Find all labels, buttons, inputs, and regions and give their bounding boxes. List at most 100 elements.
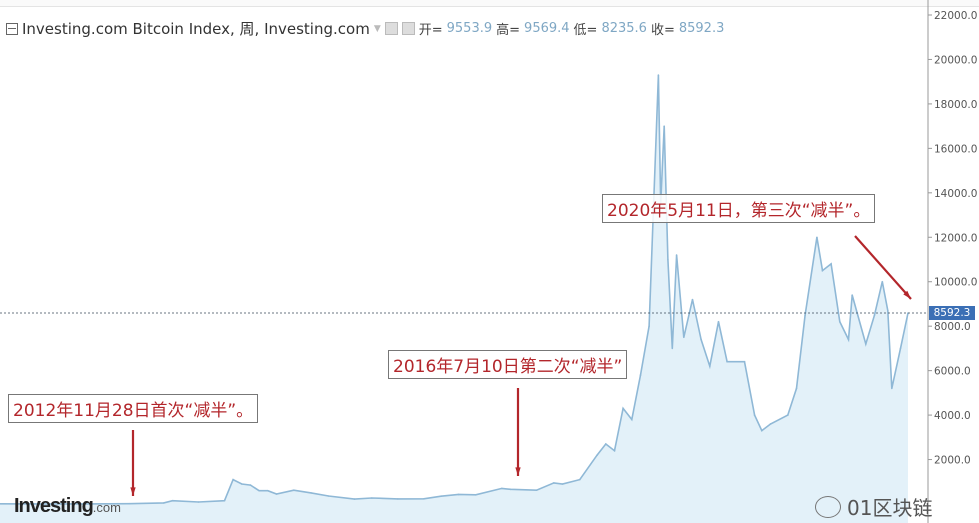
open-value: 9553.9 [446,21,493,36]
y-tick-label: 20000.0 [934,54,977,66]
data-point [293,489,295,492]
data-point [769,423,772,425]
data-point [579,478,581,481]
data-point [171,499,174,502]
data-point [761,429,763,432]
data-point [753,414,756,416]
close-label: 收= [650,23,675,38]
close-icon[interactable] [401,22,415,35]
low-label: 低= [573,23,598,38]
data-point [475,493,477,496]
data-point [657,74,660,76]
dropdown-icon[interactable]: ▼ [373,23,381,34]
data-point [709,365,711,367]
logo-suffix: .com [92,500,121,515]
data-point [648,325,650,327]
data-point [631,418,633,421]
data-point [663,125,665,127]
data-point [851,294,853,296]
data-point [197,501,200,503]
low-value: 8235.6 [601,21,647,36]
data-point [249,484,252,486]
y-tick-label: 16000.0 [934,143,977,155]
data-point [509,488,512,491]
data-point [310,492,312,494]
y-tick-label: 14000.0 [934,188,977,200]
data-point [397,498,399,500]
data-point [839,320,841,323]
annotation-third-halving: 2020年5月11日，第三次“减半”。 [602,194,876,223]
data-point [804,314,806,316]
current-price-label: 8592.3 [929,306,975,320]
investing-logo: Investing.com [14,495,121,518]
chart-header: Investing.com Bitcoin Index, 周, Investin… [6,18,724,39]
data-point [553,482,555,484]
data-point [85,503,87,505]
data-point [535,489,538,492]
data-point [622,407,624,410]
watermark-text: 01区块链 [847,496,933,520]
data-point [353,498,356,500]
data-point [691,298,694,301]
data-point [457,493,460,496]
close-value: 8592.3 [678,21,725,36]
data-point [726,360,728,363]
data-point [241,483,243,485]
watermark: 01区块链 [815,492,932,521]
data-point [795,387,798,390]
data-point [561,483,564,485]
data-point [128,502,130,505]
y-tick-label: 10000.0 [934,277,977,289]
y-tick-label: 6000.0 [934,366,971,378]
data-point [899,347,902,350]
data-point [873,314,876,316]
data-point [671,347,674,350]
y-tick-label: 8000.0 [934,321,971,333]
data-point [33,503,35,505]
data-point [223,499,226,502]
data-point [371,497,373,499]
open-label: 开= [418,23,443,38]
y-tick-label: 2000.0 [934,455,971,467]
logo-text: Investing [14,495,94,517]
data-point [423,497,425,500]
data-point [865,343,867,345]
data-point [596,454,598,456]
high-label: 高= [496,23,521,38]
annotation-first-halving: 2012年11月28日首次“减半”。 [8,394,259,423]
data-point [258,489,260,492]
top-strip [0,0,979,7]
data-point [683,336,685,339]
data-point [440,495,442,498]
arrow-third-halving [854,235,912,300]
data-point [267,489,269,492]
collapse-icon[interactable] [6,22,18,35]
data-point [327,495,330,497]
y-tick-label: 12000.0 [934,232,977,244]
data-point [232,478,234,481]
data-point [830,263,832,265]
arrow-second-halving-head [515,467,521,476]
data-point [717,320,720,323]
y-tick-label: 22000.0 [934,10,977,22]
data-point [275,493,278,495]
price-area [0,75,908,523]
high-value: 9569.4 [524,21,570,36]
data-point [700,338,702,341]
data-point [675,254,678,256]
data-point [881,280,884,283]
settings-icon[interactable] [384,22,398,35]
y-tick-label: 4000.0 [934,410,971,422]
data-point [163,502,165,504]
data-point [743,360,746,363]
data-point [667,258,669,261]
data-point [639,374,642,376]
annotation-second-halving: 2016年7月10日第二次“减半” [388,350,628,379]
data-point [821,269,824,272]
data-point [891,387,893,390]
arrow-third-halving-head [903,290,911,299]
data-point [613,449,616,452]
data-point [816,236,818,239]
